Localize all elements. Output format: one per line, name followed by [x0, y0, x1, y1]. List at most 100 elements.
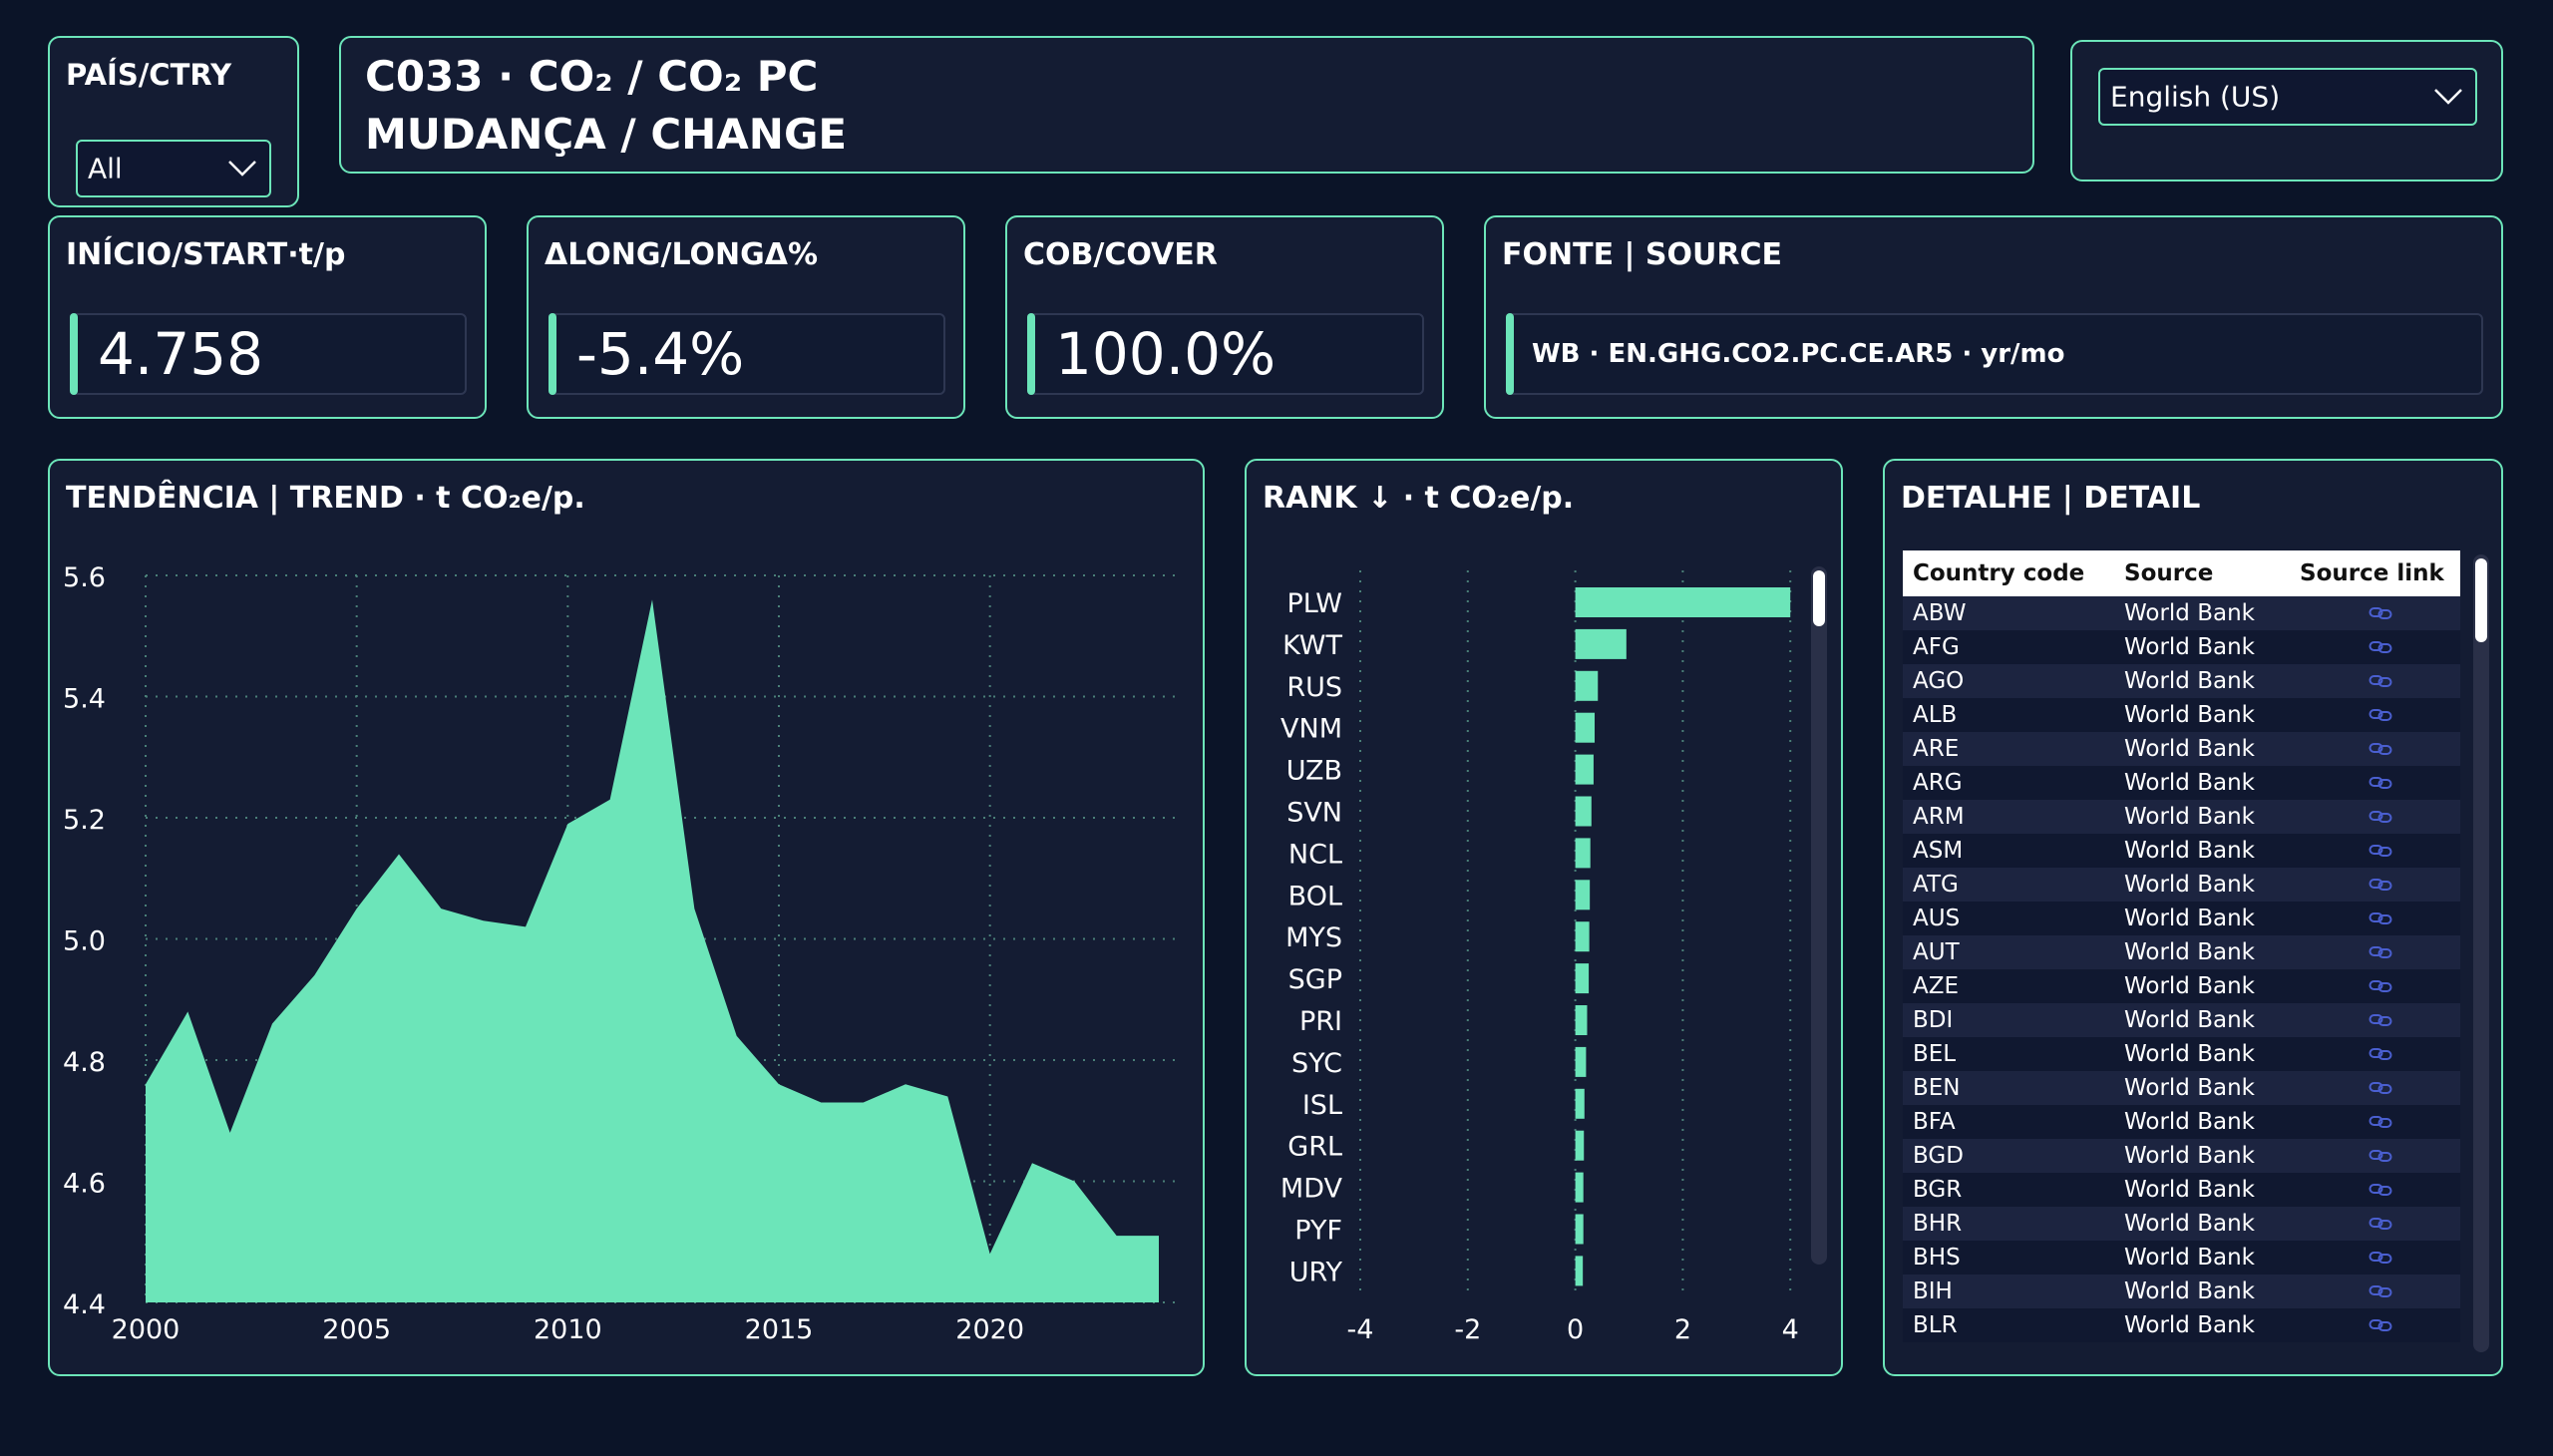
country-code-cell: BDI: [1913, 1007, 1954, 1033]
rank-bar[interactable]: [1575, 838, 1591, 869]
link-icon[interactable]: [2290, 1183, 2460, 1197]
table-row: BHS World Bank: [1903, 1241, 2460, 1274]
link-icon[interactable]: [2290, 674, 2460, 688]
link-icon[interactable]: [2290, 776, 2460, 790]
rank-category-label: ISL: [1302, 1090, 1342, 1121]
link-icon[interactable]: [2290, 1284, 2460, 1298]
trend-chart: 4.4 4.6 4.8 5.0 5.2 5.4 5.6 2000 2005 2010 2015 202…: [63, 562, 1175, 1345]
country-code-cell: ATG: [1913, 872, 1959, 898]
detail-table-header: Country code Source Source link: [1903, 550, 2460, 596]
country-code-cell: BHS: [1913, 1245, 1961, 1271]
rank-category-label: MDV: [1280, 1174, 1343, 1205]
kpi-cover-card: COB/COVER 100.0%: [1005, 215, 1444, 419]
language-select-value: English (US): [2110, 80, 2281, 114]
country-select-value: All: [88, 152, 123, 185]
trend-ytick-label: 5.4: [63, 684, 106, 715]
page-title-line1: C033 · CO₂ / CO₂ PC: [365, 52, 819, 101]
table-row: BDI World Bank: [1903, 1003, 2460, 1037]
source-cell: World Bank: [2124, 973, 2255, 999]
link-icon[interactable]: [2290, 878, 2460, 892]
link-icon[interactable]: [2290, 1115, 2460, 1129]
rank-scrollbar[interactable]: [1811, 566, 1827, 1265]
link-icon[interactable]: [2290, 1318, 2460, 1332]
trend-xtick-label: 2010: [534, 1314, 602, 1345]
rank-bar[interactable]: [1575, 880, 1591, 910]
link-icon[interactable]: [2290, 945, 2460, 959]
country-code-cell: AUS: [1913, 906, 1961, 931]
kpi-accent-bar: [70, 313, 78, 395]
country-code-cell: BLR: [1913, 1312, 1958, 1338]
table-row: BEN World Bank: [1903, 1071, 2460, 1105]
table-row: ASM World Bank: [1903, 834, 2460, 868]
rank-bar[interactable]: [1575, 1005, 1588, 1035]
table-row: BIH World Bank: [1903, 1274, 2460, 1308]
link-icon[interactable]: [2290, 742, 2460, 756]
table-row: BEL World Bank: [1903, 1037, 2460, 1071]
link-icon[interactable]: [2290, 1047, 2460, 1061]
link-icon[interactable]: [2290, 844, 2460, 858]
kpi-start-card: INÍCIO/START·t/p 4.758: [48, 215, 487, 419]
link-icon[interactable]: [2290, 640, 2460, 654]
rank-category-label: UZB: [1286, 756, 1342, 787]
rank-bar[interactable]: [1575, 1130, 1585, 1161]
table-row: AZE World Bank: [1903, 969, 2460, 1003]
rank-bar[interactable]: [1575, 754, 1594, 785]
source-cell: World Bank: [2124, 939, 2255, 965]
source-cell: World Bank: [2124, 804, 2255, 830]
column-header-source-link[interactable]: Source link: [2300, 560, 2444, 586]
chevron-down-icon: [2434, 89, 2462, 105]
source-card: FONTE | SOURCE WB · EN.GHG.CO2.PC.CE.AR5…: [1484, 215, 2503, 419]
kpi-start-label: INÍCIO/START·t/p: [66, 237, 346, 272]
column-header-country-code[interactable]: Country code: [1913, 560, 2085, 586]
kpi-start-box: 4.758: [70, 313, 467, 395]
trend-xtick-label: 2005: [322, 1314, 391, 1345]
rank-bar[interactable]: [1575, 712, 1596, 743]
rank-bar[interactable]: [1575, 796, 1592, 827]
link-icon[interactable]: [2290, 1251, 2460, 1265]
country-select[interactable]: All: [76, 140, 271, 197]
rank-bar[interactable]: [1575, 587, 1791, 617]
source-cell: World Bank: [2124, 1245, 2255, 1271]
table-row: BGD World Bank: [1903, 1139, 2460, 1173]
column-header-source[interactable]: Source: [2124, 560, 2214, 586]
rank-bar[interactable]: [1575, 670, 1599, 701]
source-cell: World Bank: [2124, 1143, 2255, 1169]
table-row: BGR World Bank: [1903, 1173, 2460, 1207]
link-icon[interactable]: [2290, 1081, 2460, 1095]
link-icon[interactable]: [2290, 810, 2460, 824]
link-icon[interactable]: [2290, 1013, 2460, 1027]
rank-chart-title: RANK ↓ · t CO₂e/p.: [1263, 481, 1575, 516]
rank-bar[interactable]: [1575, 1172, 1584, 1203]
trend-chart-title: TENDÊNCIA | TREND · t CO₂e/p.: [66, 481, 585, 516]
link-icon[interactable]: [2290, 1217, 2460, 1231]
rank-bar[interactable]: [1575, 1088, 1585, 1119]
source-cell: World Bank: [2124, 736, 2255, 762]
source-cell: World Bank: [2124, 668, 2255, 694]
chevron-down-icon: [228, 161, 256, 177]
link-icon[interactable]: [2290, 979, 2460, 993]
link-icon[interactable]: [2290, 911, 2460, 925]
country-code-cell: BHR: [1913, 1211, 1963, 1237]
rank-bar[interactable]: [1575, 921, 1590, 952]
language-select[interactable]: English (US): [2098, 68, 2477, 126]
country-code-cell: AFG: [1913, 634, 1960, 660]
rank-scrollbar-thumb[interactable]: [1813, 570, 1825, 626]
link-icon[interactable]: [2290, 606, 2460, 620]
trend-ytick-label: 4.6: [63, 1169, 106, 1200]
kpi-cover-label: COB/COVER: [1023, 237, 1218, 272]
country-filter-label: PAÍS/CTRY: [66, 58, 232, 92]
detail-scrollbar[interactable]: [2473, 554, 2489, 1352]
rank-bar[interactable]: [1575, 1256, 1584, 1286]
rank-category-label: MYS: [1285, 922, 1342, 953]
trend-ytick-label: 5.0: [63, 926, 106, 957]
rank-bar[interactable]: [1575, 1214, 1584, 1245]
source-value: WB · EN.GHG.CO2.PC.CE.AR5 · yr/mo: [1532, 339, 2065, 369]
detail-table-body: ABW World Bank AFG World Bank AGO World Bank A…: [1903, 596, 2460, 1342]
rank-bar[interactable]: [1575, 1046, 1587, 1077]
rank-bar[interactable]: [1575, 963, 1590, 994]
detail-scrollbar-thumb[interactable]: [2475, 558, 2487, 642]
link-icon[interactable]: [2290, 708, 2460, 722]
rank-bar[interactable]: [1575, 628, 1627, 659]
rank-category-label: BOL: [1288, 881, 1342, 911]
link-icon[interactable]: [2290, 1149, 2460, 1163]
